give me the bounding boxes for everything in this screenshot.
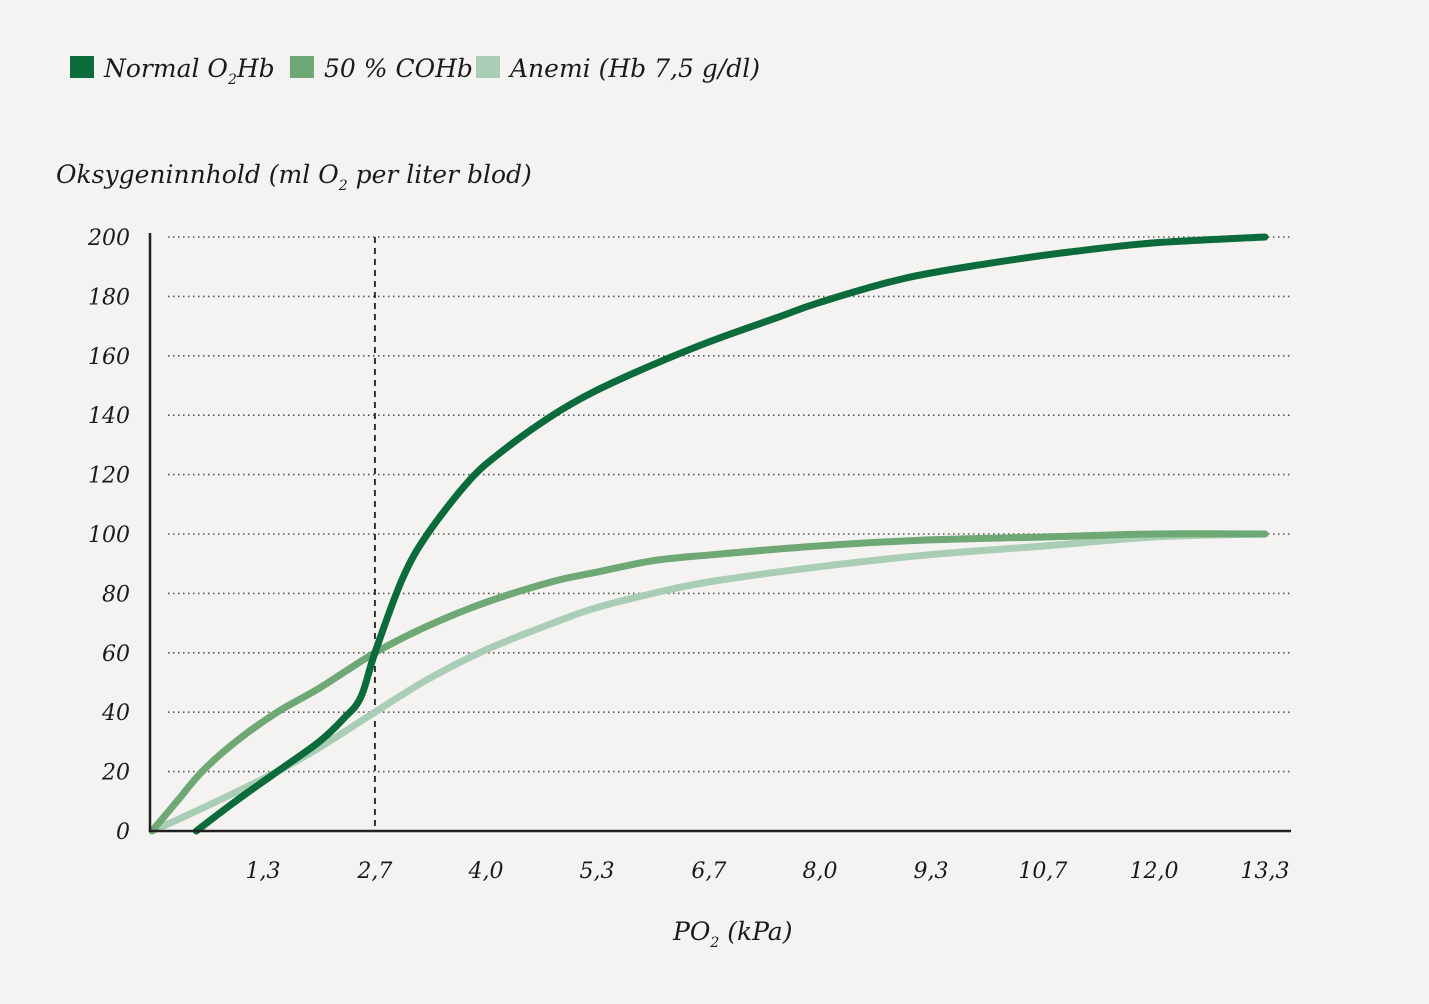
x-tick-labels: 1,3 2,7 4,0 5,3 6,7 8,0 9,3 10,7 12,0 13,3 xyxy=(246,859,1290,884)
y-axis-title: Oksygeninnhold (ml O2 per liter blod) xyxy=(56,160,532,194)
grid xyxy=(168,236,1291,773)
legend: Normal O2Hb 50 % COHb Anemi (Hb 7,5 g/dl… xyxy=(70,54,760,88)
series-line-cohb xyxy=(148,530,1269,835)
series-line-normal xyxy=(192,233,1269,835)
y-tick-label-40: 40 xyxy=(101,701,130,726)
x-tick-label-13-3: 13,3 xyxy=(1241,859,1290,884)
x-tick-label-9-3: 9,3 xyxy=(914,859,949,884)
legend-label-anemi: Anemi (Hb 7,5 g/dl) xyxy=(508,54,760,83)
y-tick-label-160: 160 xyxy=(88,345,130,370)
legend-swatch-anemi xyxy=(476,56,500,78)
y-tick-label-60: 60 xyxy=(102,642,130,667)
y-tick-label-120: 120 xyxy=(88,464,130,489)
x-tick-label-4-0: 4,0 xyxy=(467,859,503,884)
legend-swatch-normal xyxy=(70,56,94,78)
x-tick-label-10-7: 10,7 xyxy=(1018,859,1067,884)
series-group xyxy=(148,233,1269,835)
legend-label-cohb: 50 % COHb xyxy=(324,54,473,83)
y-tick-label-140: 140 xyxy=(88,404,130,429)
x-tick-label-6-7: 6,7 xyxy=(691,859,726,884)
y-tick-label-80: 80 xyxy=(102,582,130,607)
x-axis-title: PO2 (kPa) xyxy=(672,917,792,951)
y-tick-label-20: 20 xyxy=(101,761,130,786)
series-line-anemi xyxy=(148,530,1269,835)
x-tick-label-8-0: 8,0 xyxy=(802,859,837,884)
x-tick-label-2-7: 2,7 xyxy=(356,859,392,884)
y-tick-label-180: 180 xyxy=(88,285,130,310)
axes xyxy=(148,233,1291,833)
legend-label-normal: Normal O2Hb xyxy=(103,54,275,88)
x-tick-label-12-0: 12,0 xyxy=(1129,859,1178,884)
y-tick-labels: 0 20 40 60 80 100 120 140 160 180 200 xyxy=(87,226,130,845)
x-tick-label-1-3: 1,3 xyxy=(246,859,281,884)
y-tick-label-100: 100 xyxy=(88,523,130,548)
y-tick-label-200: 200 xyxy=(87,226,130,251)
x-tick-label-5-3: 5,3 xyxy=(580,859,615,884)
y-tick-label-0: 0 xyxy=(116,820,130,845)
legend-swatch-cohb xyxy=(290,56,314,78)
